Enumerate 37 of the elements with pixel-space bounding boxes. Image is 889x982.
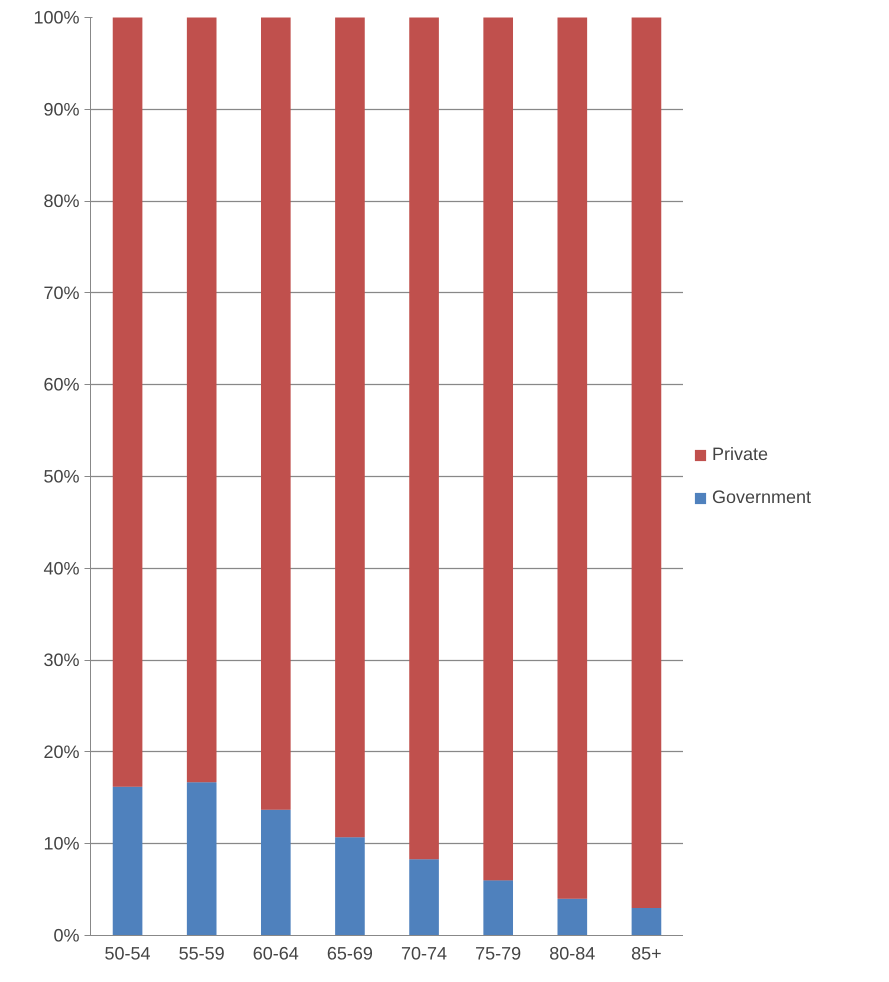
- y-tick-label: 70%: [43, 282, 80, 303]
- bar: [409, 859, 439, 936]
- y-tick-label: 0%: [53, 926, 80, 946]
- bar: [557, 18, 588, 899]
- y-tick-label: 100%: [33, 8, 80, 28]
- bar: [112, 786, 142, 936]
- x-tick-label: 50-54: [104, 944, 151, 964]
- bar: [186, 18, 217, 782]
- y-tick-label: 30%: [43, 650, 80, 670]
- y-tick-label: 20%: [43, 742, 80, 762]
- x-tick-label: 65-69: [326, 944, 373, 964]
- bar: [632, 908, 662, 936]
- bar: [632, 18, 662, 908]
- x-tick-label: 60-64: [252, 944, 299, 964]
- x-tick-label: 85+: [631, 944, 662, 964]
- y-tick-label: 50%: [43, 466, 80, 486]
- bar: [335, 18, 365, 838]
- y-tick-label: 60%: [43, 374, 80, 395]
- bar: [483, 880, 514, 936]
- x-tick-label: 70-74: [401, 944, 448, 964]
- x-tick-label: 55-59: [178, 944, 225, 964]
- bar: [483, 18, 514, 880]
- y-tick-label: 80%: [43, 191, 80, 212]
- y-tick-label: 90%: [43, 99, 80, 120]
- y-tick-label: 40%: [43, 558, 80, 578]
- bar: [335, 837, 365, 936]
- bar: [260, 810, 291, 936]
- bar: [186, 782, 217, 936]
- bar: [557, 898, 588, 936]
- bar: [112, 18, 142, 787]
- legend-label: Private: [712, 444, 768, 465]
- x-tick-label: 80-84: [549, 944, 596, 964]
- x-tick-label: 75-79: [475, 944, 522, 964]
- legend-label: Government: [712, 487, 812, 508]
- bar: [260, 18, 291, 810]
- y-tick-label: 10%: [43, 834, 80, 854]
- bar: [409, 18, 439, 860]
